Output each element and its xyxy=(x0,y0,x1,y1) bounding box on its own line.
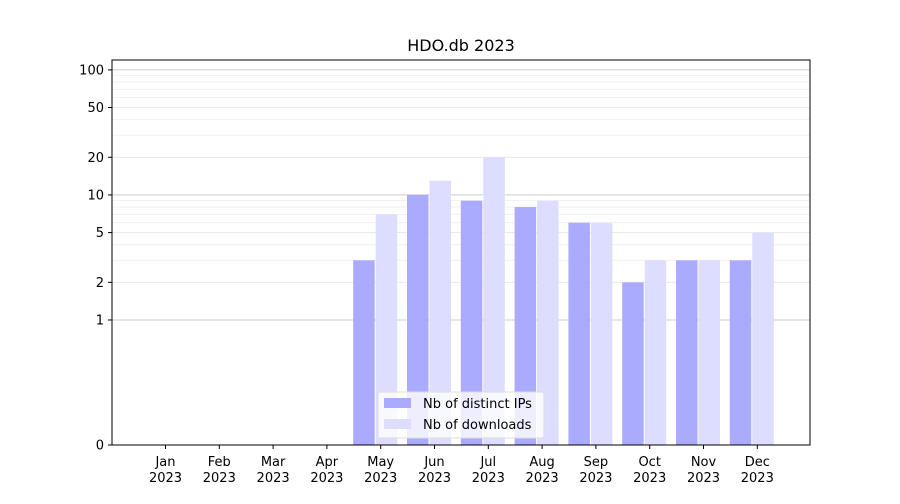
x-tick-label-year: 2023 xyxy=(633,471,666,486)
bar-distinct-ips-aug xyxy=(514,207,537,445)
bar-distinct-ips-jul xyxy=(460,200,483,445)
bar-downloads-oct xyxy=(644,260,667,445)
y-axis: 0 1 2 5 10 20 50 100 xyxy=(79,63,112,454)
bar-downloads-may xyxy=(375,214,398,445)
x-tick-label-year: 2023 xyxy=(364,471,397,486)
bar-distinct-ips-dec xyxy=(729,260,752,445)
y-tick-label: 0 xyxy=(96,439,104,454)
y-tick-label: 100 xyxy=(79,63,104,78)
x-tick-label-month: Jul xyxy=(479,455,496,470)
x-tick-label-month: Aug xyxy=(529,455,554,470)
x-tick-label-month: Nov xyxy=(691,455,717,470)
x-tick-label-month: Jan xyxy=(154,455,175,470)
x-tick-label-month: Sep xyxy=(584,455,609,470)
legend-label-downloads: Nb of downloads xyxy=(423,418,532,433)
y-tick-label: 20 xyxy=(87,151,104,166)
bar-downloads-jul xyxy=(483,157,505,445)
y-tick-label: 10 xyxy=(87,188,104,203)
bar-distinct-ips-sep xyxy=(568,222,590,445)
bar-downloads-sep xyxy=(590,222,613,445)
y-tick-label: 5 xyxy=(96,226,104,241)
x-tick-label-month: Oct xyxy=(638,455,660,470)
x-tick-label-month: Feb xyxy=(208,455,231,470)
legend: Nb of distinct IPs Nb of downloads xyxy=(377,391,545,439)
x-tick-label-year: 2023 xyxy=(472,471,505,486)
x-tick-label-year: 2023 xyxy=(203,471,236,486)
bar-downloads-dec xyxy=(752,232,774,445)
bar-downloads-nov xyxy=(698,260,720,445)
x-tick-label-month: May xyxy=(367,455,394,470)
x-tick-label-year: 2023 xyxy=(579,471,612,486)
legend-swatch-downloads xyxy=(384,419,411,429)
plot-frame xyxy=(111,59,811,446)
x-axis: Jan2023Feb2023Mar2023Apr2023May2023Jun20… xyxy=(149,445,774,486)
x-tick-label-year: 2023 xyxy=(687,471,720,486)
bar-distinct-ips-jun xyxy=(407,194,429,445)
x-tick-label-year: 2023 xyxy=(418,471,451,486)
x-tick-label-year: 2023 xyxy=(526,471,559,486)
legend-swatch-distinct-ips xyxy=(384,398,411,408)
bar-downloads-aug xyxy=(537,200,559,445)
x-tick-label-year: 2023 xyxy=(149,471,182,486)
x-tick-label-month: Apr xyxy=(316,455,339,470)
x-tick-label-year: 2023 xyxy=(310,471,343,486)
y-tick-label: 50 xyxy=(87,101,104,116)
x-tick-label-month: Mar xyxy=(261,455,286,470)
x-tick-label-year: 2023 xyxy=(257,471,290,486)
x-tick-label-month: Dec xyxy=(745,455,770,470)
x-tick-label-year: 2023 xyxy=(741,471,774,486)
chart-title: HDO.db 2023 xyxy=(407,36,515,55)
bar-downloads-jun xyxy=(429,180,451,445)
bar-distinct-ips-oct xyxy=(622,282,644,445)
y-tick-label: 2 xyxy=(96,276,104,291)
legend-box xyxy=(377,391,545,439)
x-tick-label-month: Jun xyxy=(423,455,444,470)
bar-distinct-ips-nov xyxy=(676,260,698,445)
y-tick-label: 1 xyxy=(96,313,104,328)
bar-distinct-ips-may xyxy=(353,260,375,445)
legend-label-distinct-ips: Nb of distinct IPs xyxy=(423,397,532,412)
bars xyxy=(353,157,774,445)
